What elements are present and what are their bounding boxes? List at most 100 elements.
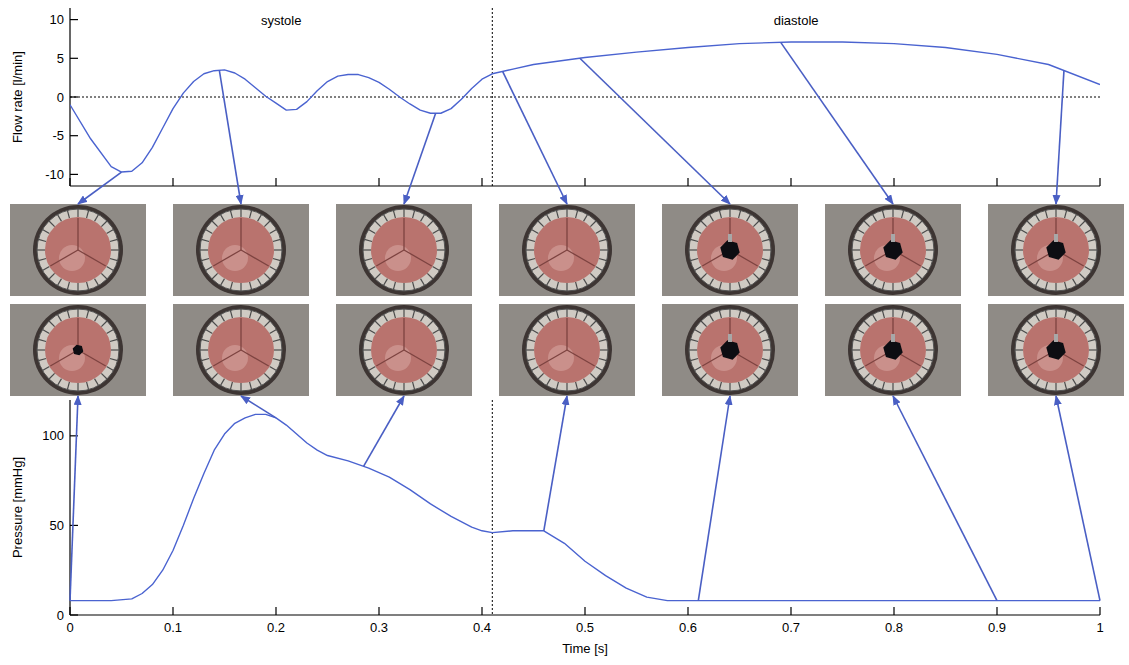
stent-strut [1020, 267, 1027, 271]
stent-strut [230, 310, 232, 318]
stent-strut [1020, 367, 1027, 371]
valve-holder [1011, 205, 1101, 295]
stent-strut [403, 209, 404, 217]
stent-strut [393, 282, 395, 290]
stent-strut [853, 359, 861, 361]
x-tick [584, 607, 585, 615]
valve-photo [336, 304, 472, 396]
stent-strut [600, 249, 608, 250]
stent-strut [393, 382, 395, 390]
stent-strut [599, 239, 607, 241]
probe [1054, 234, 1058, 242]
stent-strut [759, 267, 766, 271]
stent-strut [1079, 373, 1085, 379]
valve-holder [685, 205, 775, 295]
stent-strut [221, 279, 225, 286]
y-tick [70, 174, 78, 175]
snapshot-arrow [580, 58, 730, 204]
stent-strut [205, 367, 212, 371]
x-tick [69, 178, 70, 186]
stent-strut [58, 214, 62, 221]
photo-background [825, 304, 961, 396]
stent-strut [747, 314, 751, 321]
stent-strut [77, 209, 78, 217]
stent-strut [596, 367, 603, 371]
stent-strut [759, 367, 766, 371]
stent-strut [273, 259, 281, 261]
photo-background [10, 204, 146, 296]
stent-strut [58, 279, 62, 286]
stent-strut [421, 379, 425, 386]
coaptation-line [539, 250, 567, 266]
stent-strut [1016, 359, 1024, 361]
stent-strut [42, 330, 49, 334]
stent-strut [110, 359, 118, 361]
stent-strut [857, 267, 864, 271]
stent-strut [258, 314, 262, 321]
photo-background [336, 304, 472, 396]
stent-strut [1088, 259, 1096, 261]
stent-strut [710, 314, 714, 321]
stent-strut [1027, 321, 1033, 327]
stent-strut [690, 359, 698, 361]
valve-holder [33, 305, 123, 395]
stent-strut [205, 330, 212, 334]
stent-strut [1085, 367, 1092, 371]
valve-holder [522, 205, 612, 295]
y-axis-title: Pressure [mmHg] [10, 457, 25, 558]
plot: 00.10.20.30.40.50.60.70.80.91050100Press… [10, 400, 1104, 656]
stent-strut [566, 383, 567, 391]
stent-strut [531, 230, 538, 234]
valve-photo [988, 204, 1124, 296]
stent-strut [729, 283, 730, 291]
valve-leaflets [371, 217, 437, 283]
stent-strut [230, 382, 232, 390]
stent-strut [200, 349, 208, 350]
y-tick [70, 135, 78, 136]
snapshot-arrow [219, 70, 241, 204]
stent-strut [87, 282, 89, 290]
photo-background [988, 204, 1124, 296]
phase-boundary [492, 400, 493, 615]
stent-strut [1020, 230, 1027, 234]
valve-stent [37, 309, 119, 391]
stent-strut [1036, 379, 1040, 386]
stent-strut [1045, 210, 1047, 218]
probe [891, 234, 895, 242]
x-tick [378, 607, 379, 615]
valve-photo [499, 204, 635, 296]
stent-strut [1073, 214, 1077, 221]
stent-strut [910, 379, 914, 386]
valve-leaflets [1023, 217, 1089, 283]
x-tick [790, 607, 791, 615]
y-tick [70, 525, 78, 526]
stent-strut [111, 249, 119, 250]
x-tick-label: 0.6 [679, 620, 697, 635]
stent-strut [240, 283, 241, 291]
stent-strut [421, 279, 425, 286]
probe [891, 334, 895, 342]
stent-strut [916, 221, 922, 227]
y-tick-label: 50 [50, 518, 64, 533]
stent-strut [403, 309, 404, 317]
photo-background [988, 304, 1124, 396]
stent-strut [250, 310, 252, 318]
stent-strut [1055, 209, 1056, 217]
stent-strut [864, 321, 870, 327]
photo-background [173, 304, 309, 396]
x-tick [275, 607, 276, 615]
stent-strut [67, 382, 69, 390]
snapshot-arrow [544, 396, 567, 531]
snapshot-arrow [1056, 71, 1064, 204]
stent-strut [873, 214, 877, 221]
stent-strut [270, 267, 277, 271]
stent-strut [694, 230, 701, 234]
x-tick [481, 607, 482, 615]
stent-strut [101, 321, 107, 327]
valve-holder [359, 205, 449, 295]
stent-strut [274, 249, 282, 250]
stent-strut [584, 314, 588, 321]
coaptation-line [376, 350, 404, 366]
stent-strut [1065, 310, 1067, 318]
coaptation-line [566, 218, 567, 250]
